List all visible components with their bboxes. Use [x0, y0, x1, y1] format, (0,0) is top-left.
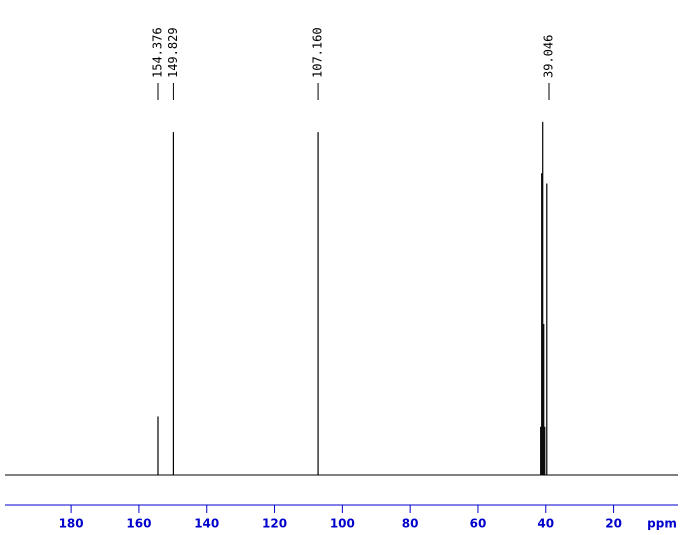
peak-label: 149.829	[166, 27, 180, 78]
x-tick-label: 100	[330, 517, 355, 531]
x-tick-label: 160	[126, 517, 151, 531]
x-tick-label: 120	[262, 517, 287, 531]
x-tick-label: 20	[605, 517, 622, 531]
peak-label: 107.160	[311, 27, 325, 78]
x-tick-label: 40	[537, 517, 554, 531]
x-tick-label: 140	[194, 517, 219, 531]
peak-label: 39.046	[542, 35, 556, 78]
x-axis-label: ppm	[647, 517, 677, 531]
peak-label: 154.376	[150, 27, 164, 78]
x-tick-label: 80	[402, 517, 419, 531]
x-tick-label: 60	[470, 517, 487, 531]
x-tick-label: 180	[59, 517, 84, 531]
